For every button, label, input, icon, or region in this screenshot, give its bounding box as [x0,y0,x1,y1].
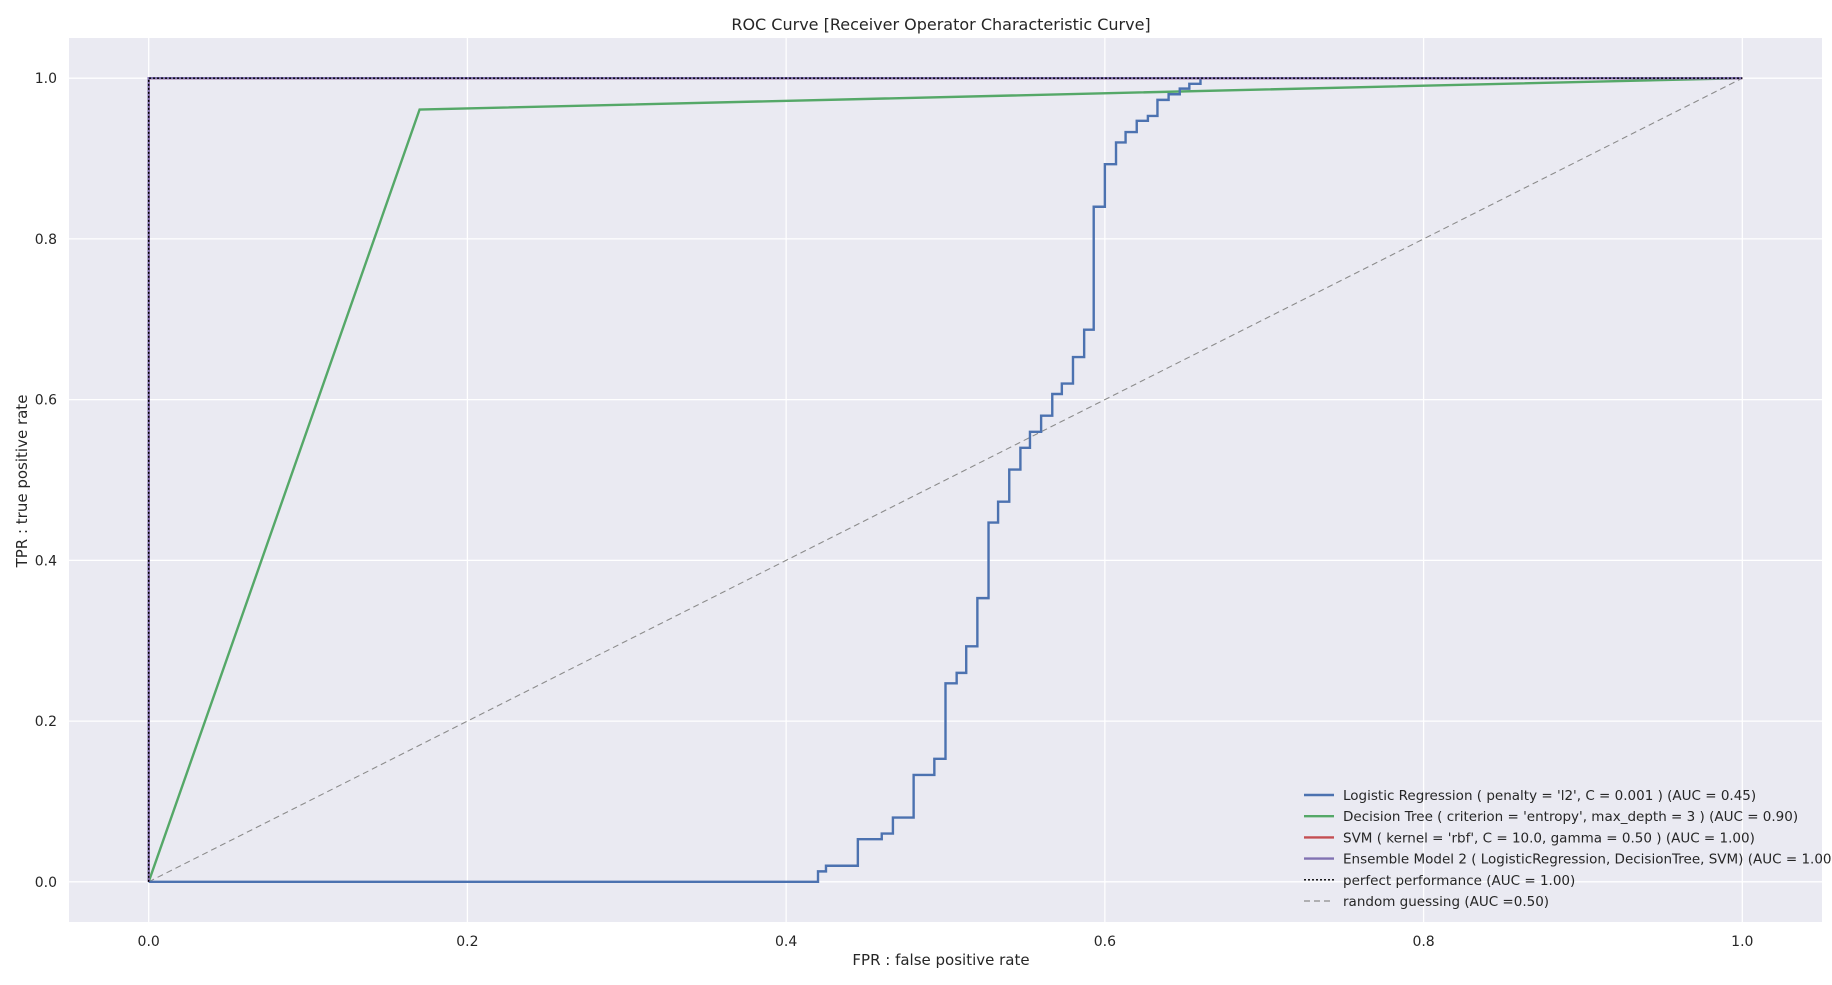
x-axis-title: FPR : false positive rate [852,951,1029,969]
y-tick-label: 0.2 [35,714,57,730]
y-tick-labels: 0.0 0.2 0.4 0.6 0.8 1.0 [35,71,57,891]
series-line-1 [147,76,1743,883]
x-tick-label: 0.0 [138,934,160,950]
legend-label-1: Decision Tree ( criterion = 'entropy', m… [1343,809,1798,825]
y-tick-label: 1.0 [35,71,57,87]
legend-label-4: perfect performance (AUC = 1.00) [1343,873,1575,889]
x-tick-labels: 0.0 0.2 0.4 0.6 0.8 1.0 [138,934,1754,950]
y-axis-title: TPR : true positive rate [13,395,31,569]
chart-title: ROC Curve [Receiver Operator Characteris… [731,15,1150,34]
x-tick-label: 0.6 [1094,934,1116,950]
x-tick-label: 0.8 [1412,934,1434,950]
legend-label-5: random guessing (AUC =0.50) [1343,894,1549,910]
y-tick-label: 0.4 [35,553,57,569]
legend: Logistic Regression ( penalty = 'l2', C … [1304,788,1832,910]
legend-label-3: Ensemble Model 2 ( LogisticRegression, D… [1343,852,1832,868]
y-tick-label: 0.0 [35,875,57,891]
legend-label-2: SVM ( kernel = 'rbf', C = 10.0, gamma = … [1343,830,1755,846]
series-line-0 [148,76,1206,884]
series-layer [147,76,1743,884]
x-tick-label: 1.0 [1731,934,1753,950]
series-line-5 [148,77,1743,883]
x-tick-label: 0.4 [775,934,797,950]
y-tick-label: 0.8 [35,232,57,248]
x-tick-label: 0.2 [456,934,478,950]
y-tick-label: 0.6 [35,393,57,409]
legend-label-0: Logistic Regression ( penalty = 'l2', C … [1343,788,1756,804]
series-line-3 [147,76,1743,882]
